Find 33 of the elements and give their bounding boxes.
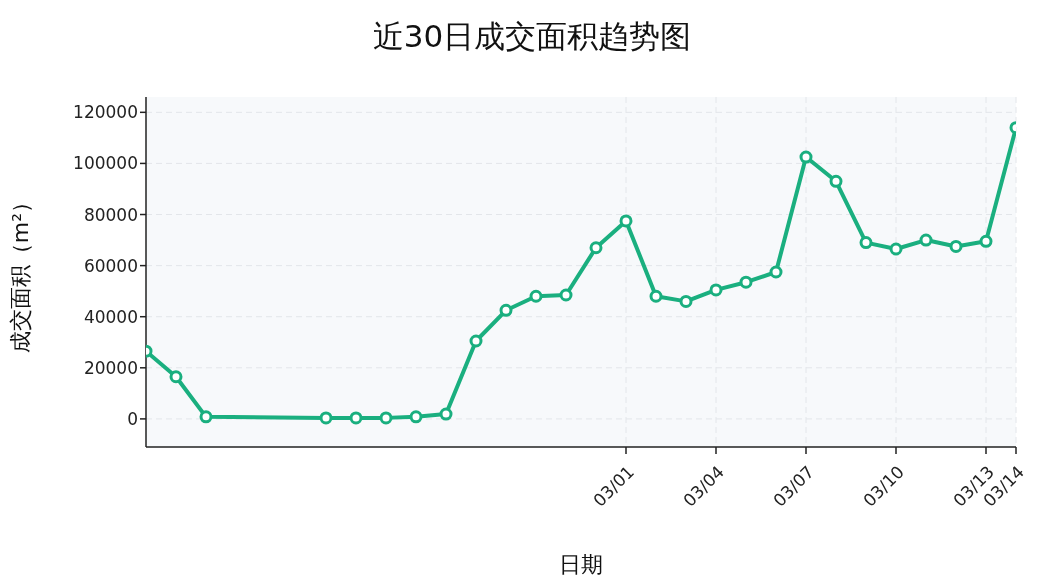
point — [409, 410, 423, 424]
point — [889, 242, 903, 256]
point — [919, 233, 933, 247]
point — [379, 411, 393, 425]
y-tick-label: 20000 — [83, 357, 138, 378]
point — [799, 150, 813, 164]
y-tick-label: 40000 — [83, 306, 138, 327]
y-tick-label: 100000 — [73, 153, 138, 174]
point — [649, 289, 663, 303]
point — [739, 275, 753, 289]
point — [949, 239, 963, 253]
point — [979, 234, 993, 248]
point — [679, 294, 693, 308]
y-tick-label: 120000 — [73, 102, 138, 123]
point — [529, 289, 543, 303]
point — [469, 334, 483, 348]
point — [559, 288, 573, 302]
point — [859, 236, 873, 250]
y-axis-title: 成交面积（m²） — [7, 190, 33, 354]
y-tick-label: 80000 — [83, 204, 138, 225]
point — [439, 407, 453, 421]
point — [709, 283, 723, 297]
y-tick-label: 60000 — [83, 255, 138, 276]
point — [619, 214, 633, 228]
point — [499, 303, 513, 317]
x-axis-title: 日期 — [559, 552, 603, 577]
point — [589, 241, 603, 255]
point — [769, 265, 783, 279]
point — [319, 411, 333, 425]
chart-title: 近30日成交面积趋势图 — [371, 17, 693, 56]
y-tick-label: 0 — [127, 408, 138, 429]
point — [349, 411, 363, 425]
point — [829, 174, 843, 188]
